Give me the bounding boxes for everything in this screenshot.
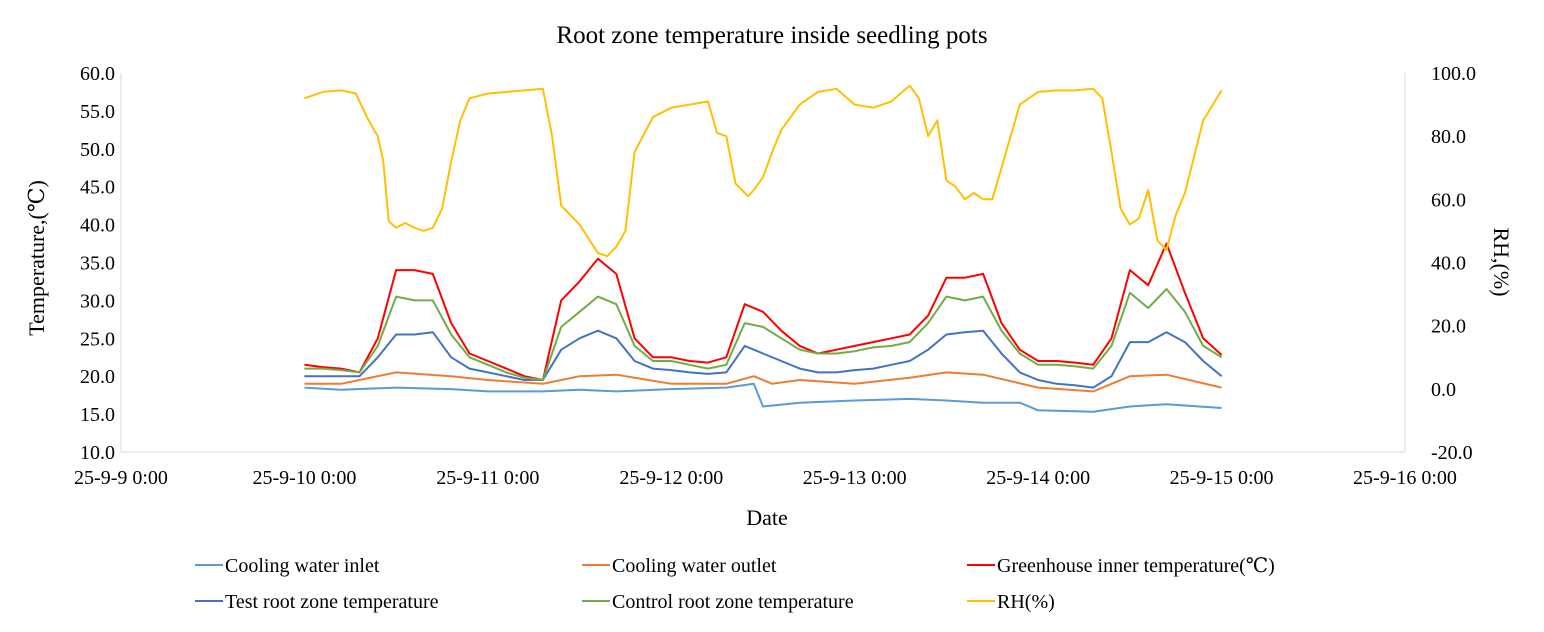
y-tick-label: 25.0 [80, 328, 115, 350]
y-axis-title: Temperature,(℃) [24, 180, 49, 336]
left-y-axis-ticks: 10.0 15.0 20.0 25.0 30.0 35.0 40.0 45.0 50.0 55.0… [80, 63, 115, 464]
y2-axis-title: RH,(%) [1489, 227, 1514, 296]
y-tick-label: 40.0 [80, 215, 115, 237]
x-axis-title: Date [746, 505, 788, 530]
legend-label-3: Greenhouse inner temperature(℃) [997, 555, 1275, 577]
y-tick-label: 15.0 [80, 404, 115, 426]
legend-label-6: RH(%) [997, 591, 1055, 613]
y2-tick-label: 0.0 [1431, 379, 1456, 401]
y-tick-label: 55.0 [80, 101, 115, 123]
y-tick-label: 50.0 [80, 139, 115, 161]
right-y-axis-ticks: -20.0 0.0 20.0 40.0 60.0 80.0 100.0 [1431, 63, 1476, 464]
series-lines [304, 84, 1223, 413]
legend: Cooling water inlet Cooling water outlet G… [195, 555, 1275, 613]
legend-label-5: Control root zone temperature [612, 591, 854, 613]
legend-label-4: Test root zone temperature [225, 591, 439, 613]
series-line-1 [304, 382, 1222, 413]
legend-label-1: Cooling water inlet [225, 555, 380, 577]
series-line-3 [304, 242, 1223, 381]
y2-tick-label: -20.0 [1431, 442, 1473, 464]
y2-tick-label: 100.0 [1431, 63, 1476, 85]
x-tick-label: 25-9-13 0:00 [803, 467, 907, 489]
y2-tick-label: 20.0 [1431, 316, 1466, 338]
x-tick-label: 25-9-11 0:00 [436, 467, 539, 489]
series-line-2 [304, 371, 1222, 393]
series-line-6 [304, 84, 1223, 258]
x-tick-label: 25-9-10 0:00 [252, 467, 356, 489]
x-tick-label: 25-9-9 0:00 [74, 467, 168, 489]
y2-tick-label: 60.0 [1431, 189, 1466, 211]
y-tick-label: 30.0 [80, 290, 115, 312]
y-tick-label: 45.0 [80, 177, 115, 199]
y2-tick-label: 80.0 [1431, 126, 1466, 148]
plot-frame [120, 73, 1406, 453]
y-tick-label: 10.0 [80, 442, 115, 464]
y-tick-label: 20.0 [80, 366, 115, 388]
x-tick-label: 25-9-14 0:00 [986, 467, 1090, 489]
x-tick-label: 25-9-16 0:00 [1353, 467, 1457, 489]
x-tick-label: 25-9-12 0:00 [619, 467, 723, 489]
y-tick-label: 60.0 [80, 63, 115, 85]
y-tick-label: 35.0 [80, 253, 115, 275]
chart-title: Root zone temperature inside seedling po… [556, 22, 987, 49]
x-tick-label: 25-9-15 0:00 [1170, 467, 1274, 489]
series-line-4 [304, 329, 1223, 389]
series-line-5 [304, 288, 1223, 381]
legend-label-2: Cooling water outlet [612, 555, 777, 577]
x-axis-ticks: 25-9-9 0:00 25-9-10 0:00 25-9-11 0:00 25-9-… [74, 467, 1457, 489]
y2-tick-label: 40.0 [1431, 253, 1466, 275]
